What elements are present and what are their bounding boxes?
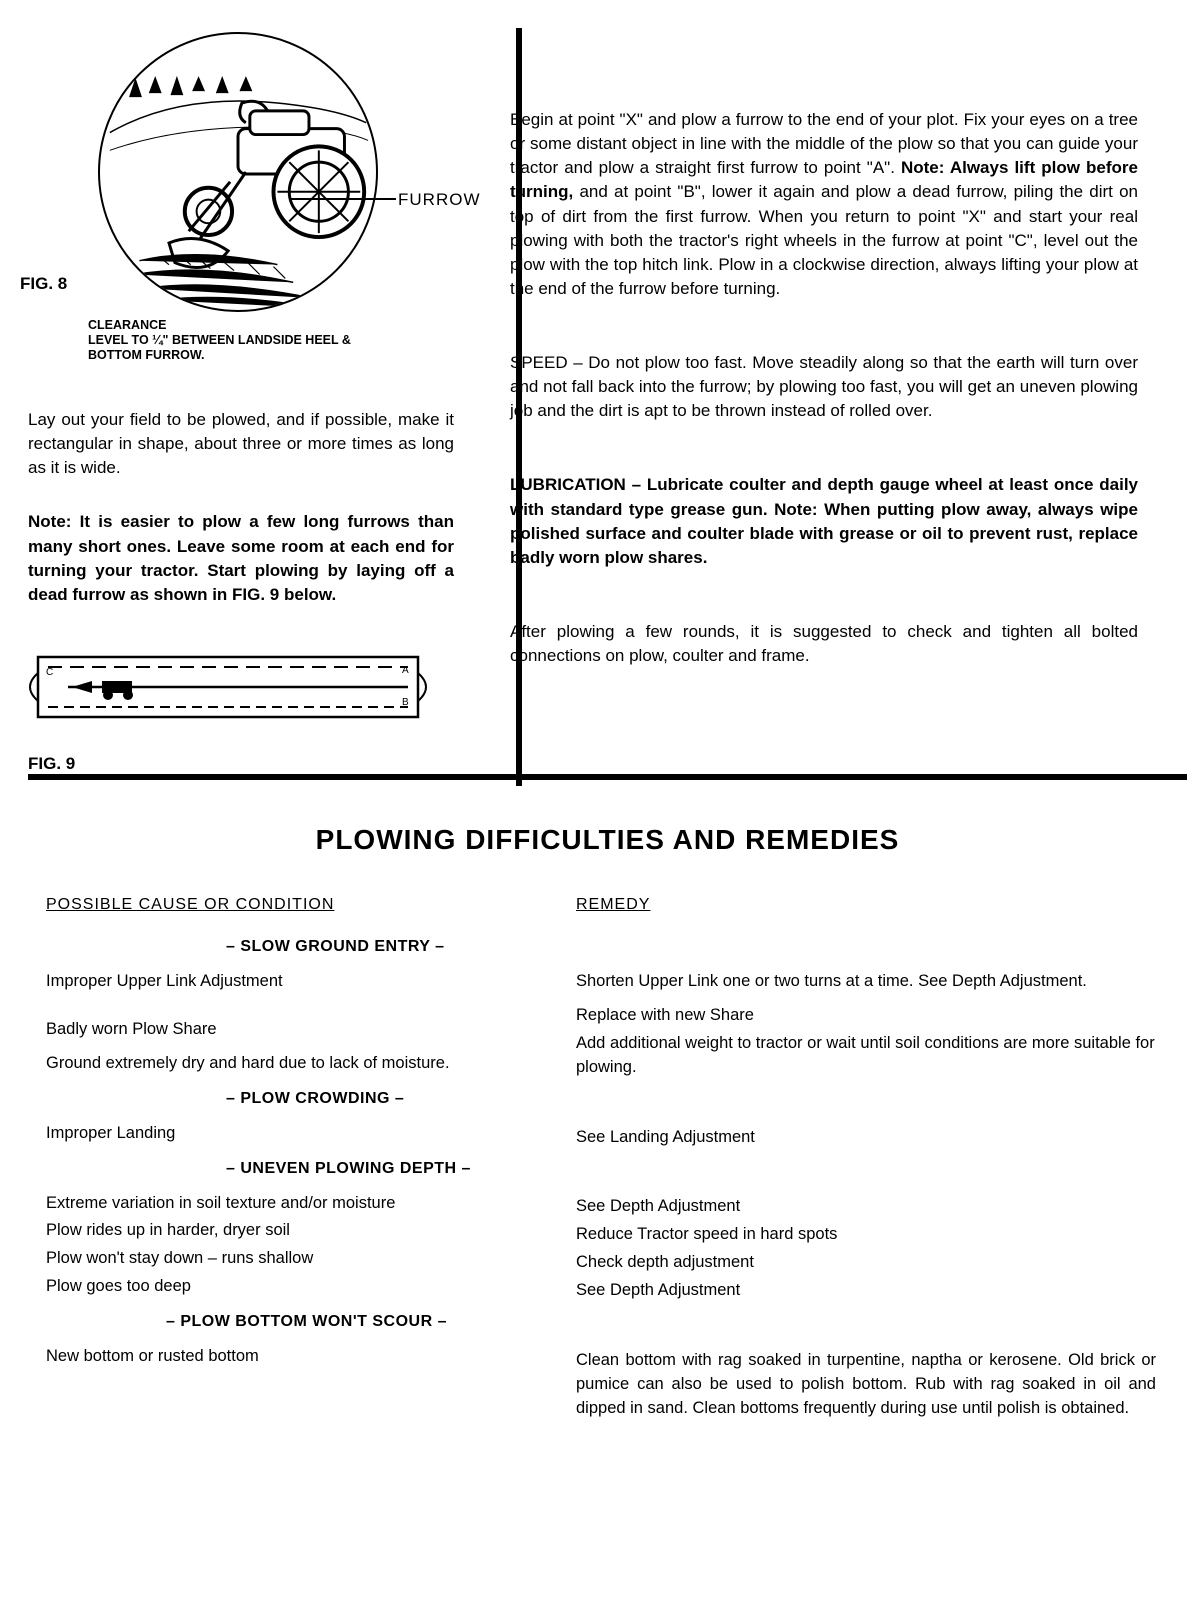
horizontal-divider — [28, 774, 1187, 780]
cause-header: POSSIBLE CAUSE OR CONDITION — [46, 896, 556, 914]
svg-text:B: B — [402, 697, 409, 708]
cause-item: Plow goes too deep — [46, 1275, 556, 1299]
figure-9-label: FIG. 9 — [28, 754, 454, 774]
remedy-item: Check depth adjustment — [576, 1251, 1156, 1275]
remedies-title: PLOWING DIFFICULTIES AND REMEDIES — [28, 824, 1187, 856]
figure-8-illustration — [98, 32, 378, 312]
cause-item: Plow rides up in harder, dryer soil — [46, 1219, 556, 1243]
remedy-item: See Depth Adjustment — [576, 1279, 1156, 1303]
column-right: Begin at point "X" and plow a furrow to … — [478, 28, 1138, 774]
remedy-item: Reduce Tractor speed in hard spots — [576, 1223, 1156, 1247]
clearance-line1: CLEARANCE — [88, 318, 166, 332]
remedy-item: See Landing Adjustment — [576, 1126, 1156, 1150]
column-left: FIG. 8 — [28, 28, 478, 774]
cause-item: Plow won't stay down – runs shallow — [46, 1247, 556, 1271]
cause-item: Improper Landing — [46, 1122, 556, 1146]
subhead-slow-ground-entry: – SLOW GROUND ENTRY – — [46, 938, 556, 956]
remedies-remedy-column: REMEDY . Shorten Upper Link one or two t… — [556, 896, 1156, 1431]
remedies-cause-column: POSSIBLE CAUSE OR CONDITION – SLOW GROUN… — [46, 896, 556, 1431]
svg-text:C: C — [46, 667, 53, 678]
right-para-4: After plowing a few rounds, it is sugges… — [510, 620, 1138, 668]
remedy-header: REMEDY — [576, 896, 1156, 914]
subhead-uneven-depth: – UNEVEN PLOWING DEPTH – — [46, 1160, 556, 1178]
figure-8-caption: CLEARANCE LEVEL TO ¼" BETWEEN LANDSIDE H… — [88, 318, 408, 363]
right-para-1-post: and at point "B", lower it again and plo… — [510, 182, 1138, 298]
figure-8: FIG. 8 — [28, 28, 454, 358]
furrow-label: FURROW — [398, 190, 480, 210]
left-para-2: Note: It is easier to plow a few long fu… — [28, 510, 454, 607]
cause-item: Extreme variation in soil texture and/or… — [46, 1192, 556, 1216]
plowing-diagram-icon: C A B — [28, 643, 428, 735]
cause-item: Badly worn Plow Share — [46, 1018, 556, 1042]
page: FIG. 8 — [0, 0, 1199, 1471]
figure-8-label: FIG. 8 — [20, 274, 67, 294]
left-para-1: Lay out your field to be plowed, and if … — [28, 408, 454, 480]
remedy-item: Add additional weight to tractor or wait… — [576, 1032, 1156, 1080]
column-divider — [516, 28, 522, 786]
remedies-table: POSSIBLE CAUSE OR CONDITION – SLOW GROUN… — [28, 896, 1187, 1431]
right-para-1: Begin at point "X" and plow a furrow to … — [510, 108, 1138, 301]
tractor-plow-sketch-icon — [100, 34, 376, 310]
svg-text:A: A — [402, 665, 409, 676]
figure-9: C A B FIG. 9 — [28, 643, 454, 774]
cause-item: Ground extremely dry and hard due to lac… — [46, 1052, 556, 1076]
remedy-item: Replace with new Share — [576, 1004, 1156, 1028]
remedy-item: See Depth Adjustment — [576, 1195, 1156, 1219]
cause-item: Improper Upper Link Adjustment — [46, 970, 556, 994]
top-columns: FIG. 8 — [28, 28, 1187, 774]
right-para-2: SPEED – Do not plow too fast. Move stead… — [510, 351, 1138, 423]
cause-item: New bottom or rusted bottom — [46, 1345, 556, 1369]
clearance-line2: LEVEL TO ¼" BETWEEN LANDSIDE HEEL & BOTT… — [88, 333, 351, 362]
remedy-item: Shorten Upper Link one or two turns at a… — [576, 970, 1156, 994]
subhead-plow-crowding: – PLOW CROWDING – — [46, 1090, 556, 1108]
remedy-item: Clean bottom with rag soaked in turpenti… — [576, 1349, 1156, 1421]
furrow-leader-line — [290, 198, 396, 200]
right-para-3: LUBRICATION – Lubricate coulter and dept… — [510, 473, 1138, 570]
subhead-wont-scour: – PLOW BOTTOM WON'T SCOUR – — [46, 1313, 556, 1331]
